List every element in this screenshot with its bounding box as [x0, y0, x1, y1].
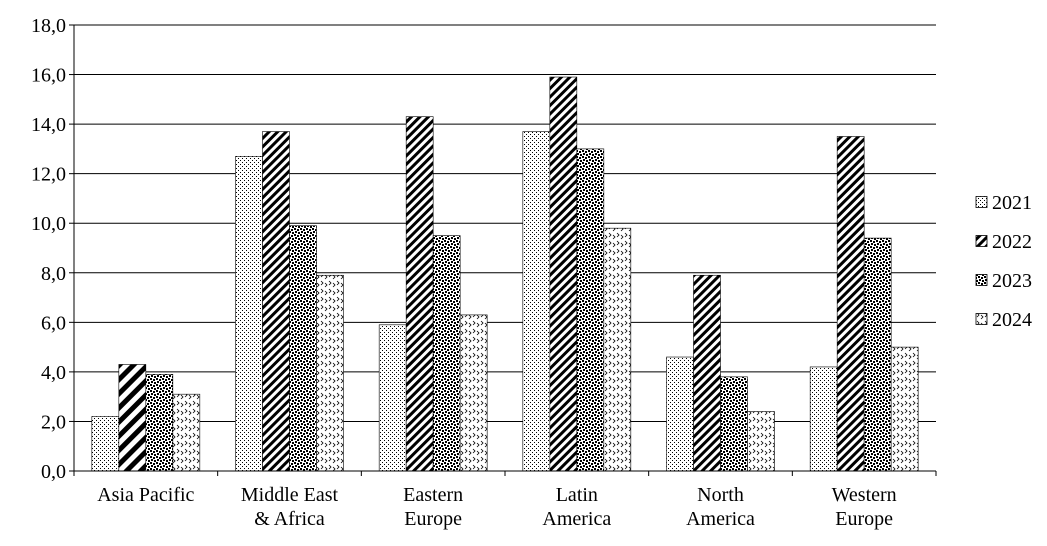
bar-2021 — [666, 356, 694, 472]
legend-label-2023: 2023 — [992, 270, 1032, 292]
x-tick-label: North America — [686, 484, 755, 530]
bar-2023 — [289, 225, 317, 472]
y-tick-label: 6,0 — [41, 312, 66, 334]
y-tick-label: 16,0 — [31, 65, 66, 87]
bar-2024 — [172, 393, 201, 472]
x-tick-label: Western Europe — [832, 484, 897, 530]
bar-2024 — [316, 274, 344, 472]
y-tick-label: 12,0 — [31, 164, 66, 186]
y-tick-label: 10,0 — [31, 213, 66, 235]
bar-2023 — [720, 376, 748, 472]
bar-2021 — [809, 366, 838, 472]
bar-2023 — [432, 235, 461, 472]
x-tick-label: Asia Pacific — [97, 484, 194, 506]
y-tick-label: 4,0 — [41, 362, 66, 384]
bar-2024 — [603, 227, 632, 472]
y-tick-label: 0,0 — [41, 461, 66, 483]
bar-2023 — [863, 237, 892, 472]
x-tick-label: Latin America — [542, 484, 611, 530]
bar-2021 — [378, 324, 407, 472]
bar-2022 — [836, 136, 865, 472]
bar-2021 — [522, 131, 551, 472]
bar-2021 — [235, 156, 263, 472]
bar-2022 — [693, 274, 721, 472]
y-tick-label: 8,0 — [41, 263, 66, 285]
legend-swatch-2022 — [975, 235, 988, 247]
bar-2022 — [405, 116, 434, 472]
legend-swatch-2024 — [975, 313, 988, 325]
bar-2023 — [576, 148, 605, 472]
y-tick-label: 18,0 — [31, 15, 66, 37]
legend-label-2022: 2022 — [992, 231, 1032, 253]
x-tick-label: Middle East & Africa — [241, 484, 339, 530]
bar-2023 — [145, 374, 174, 472]
x-tick-label: Eastern Europe — [403, 484, 463, 530]
bar-2022 — [118, 364, 147, 472]
bar-2024 — [459, 314, 488, 472]
bar-2022 — [262, 131, 290, 472]
bar-2024 — [890, 346, 919, 472]
legend-swatch-2023 — [975, 274, 988, 286]
y-tick-label: 2,0 — [41, 411, 66, 433]
legend-label-2021: 2021 — [992, 192, 1032, 214]
legend-label-2024: 2024 — [992, 309, 1032, 331]
bar-2024 — [747, 411, 775, 472]
legend-swatch-2021 — [975, 196, 988, 208]
bar-2022 — [549, 76, 578, 472]
y-tick-label: 14,0 — [31, 114, 66, 136]
bar-2021 — [91, 416, 120, 472]
